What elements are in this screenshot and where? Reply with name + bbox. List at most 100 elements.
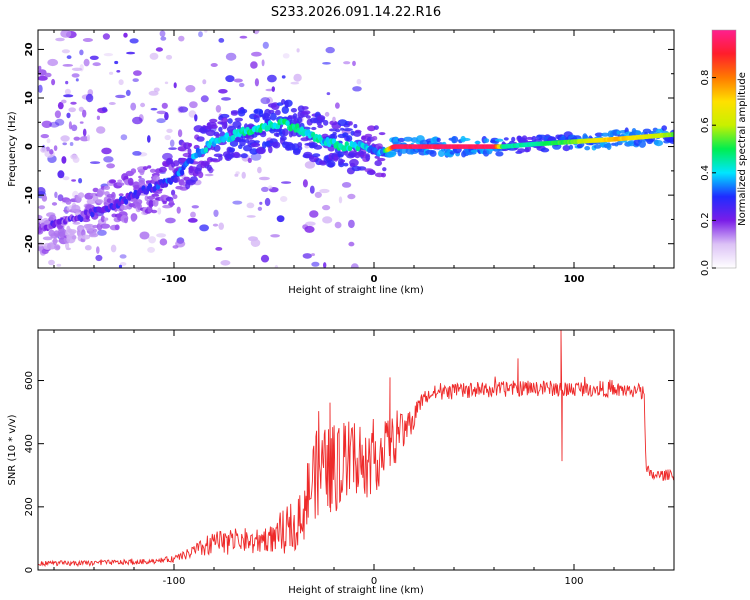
spectrogram-noise-cell [352,60,356,67]
spectrogram-noise-cell [63,94,74,98]
spectrogram-halo-cell [139,169,145,176]
spectrogram-noise-cell [260,97,271,105]
spectrogram-noise-cell [198,31,203,38]
spectrogram-ridge-cell [671,132,674,137]
spectrogram-halo-cell [240,153,248,159]
spectrogram-noise-cell [233,78,243,83]
spectrogram-noise-cell [225,75,235,83]
spectrogram-noise-cell [250,152,262,161]
x-tick-label: -100 [163,576,186,587]
spectrogram-noise-cell [117,179,123,183]
spectrogram-noise-cell [156,110,167,115]
spectrogram-noise-cell [49,149,54,155]
spectrogram-noise-cell [78,106,84,112]
y-tick-label: 0 [24,143,35,150]
spectrogram-noise-cell [188,110,197,118]
spectrogram-noise-cell [159,238,168,246]
spectrogram-noise-cell [189,101,198,109]
chart-title: S233.2026.091.14.22.R16 [271,5,441,20]
spectrogram-halo-cell [337,151,345,158]
spectrogram-noise-cell [304,225,315,233]
spectrogram-ridge-cell [203,147,209,153]
spectrogram-noise-cell [332,116,336,122]
spectrogram-noise-cell [322,216,333,224]
spectrogram-noise-cell [56,263,62,267]
spectrogram-noise-cell [71,73,80,78]
spectrogram-noise-cell [118,264,123,268]
spectrogram-halo-cell [230,110,239,114]
spectrogram-noise-cell [40,147,47,153]
spectrogram-noise-cell [53,145,58,152]
spectrogram-noise-cell [334,221,342,229]
spectrogram-noise-cell [132,116,143,125]
spectrogram-noise-cell [348,219,355,229]
spectrogram-noise-cell [200,95,209,103]
spectrogram-halo-cell [250,142,261,148]
spectrogram-halo-cell [311,126,317,131]
snr-series-line [38,330,674,568]
spectrogram-halo-cell [382,167,387,172]
spectrogram-noise-cell [257,206,263,211]
spectrogram-halo-cell [111,191,116,200]
spectrogram-halo-cell [654,140,663,147]
spectrogram-halo-cell [397,137,406,143]
spectrogram-noise-cell [153,87,160,92]
spectrogram-halo-cell [301,106,309,110]
spectrogram-noise-cell [246,215,256,218]
spectrogram-noise-cell [232,200,243,205]
spectrogram-noise-cell [335,102,340,109]
spectrogram-noise-cell [140,102,146,108]
spectrogram-noise-cell [194,114,198,122]
spectrogram-halo-cell [162,200,167,205]
spectrogram-noise-cell [75,78,79,82]
spectrogram-noise-cell [72,156,80,163]
spectrogram-halo-cell [218,155,223,161]
spectrogram-noise-cell [62,64,74,67]
snr-background [38,330,674,570]
spectrogram-halo-cell [187,148,192,155]
spectrogram-noise-cell [259,201,263,205]
spectrogram-noise-cell [66,112,71,119]
spectrogram-halo-cell [317,124,324,129]
spectrogram-halo-cell [258,109,264,117]
spectrogram-noise-cell [155,47,163,52]
spectrogram-halo-cell [227,118,233,124]
spectrogram-halo-cell [638,140,646,148]
spectrogram-noise-cell [323,262,327,268]
colorbar-gradient [712,30,736,268]
spectrogram-halo-cell [142,166,148,171]
spectrogram-halo-cell [353,124,358,129]
spectrogram-halo-cell [241,138,246,142]
spectrogram-noise-cell [101,106,108,112]
spectrogram-noise-cell [165,54,173,60]
spectrogram-noise-cell [348,241,355,247]
spectrogram-noise-cell [270,234,280,238]
spectrogram-noise-cell [114,60,119,65]
spectrogram-noise-cell [89,55,99,60]
spectrogram-halo-cell [367,125,376,132]
spectrogram-noise-cell [46,138,51,144]
spectrogram-halo-cell [297,142,303,148]
spectrogram-halo-cell [371,136,378,141]
spectrogram-halo-cell [97,188,105,197]
spectrogram-noise-cell [212,223,219,227]
spectrogram-noise-cell [38,65,42,71]
spectrogram-halo-cell [197,171,204,179]
spectrogram-halo-cell [118,193,124,197]
spectrogram-halo-cell [669,139,674,144]
colorbar-tick-label: 0.4 [700,165,711,181]
spectrogram-halo-cell [461,137,471,142]
spectrogram-y-axis-label: Frequency (Hz) [7,111,18,187]
spectrogram-noise-cell [89,161,101,165]
spectrogram-noise-cell [116,70,121,73]
spectrogram-noise-cell [79,121,84,124]
spectrogram-noise-cell [350,263,359,268]
spectrogram-noise-cell [47,58,59,67]
spectrogram-halo-cell [85,223,95,232]
x-tick-label: 100 [564,576,583,587]
spectrogram-halo-cell [65,199,72,205]
spectrogram-noise-cell [69,142,74,146]
spectrogram-ridge-cell [173,176,178,183]
spectrogram-noise-cell [175,239,186,248]
